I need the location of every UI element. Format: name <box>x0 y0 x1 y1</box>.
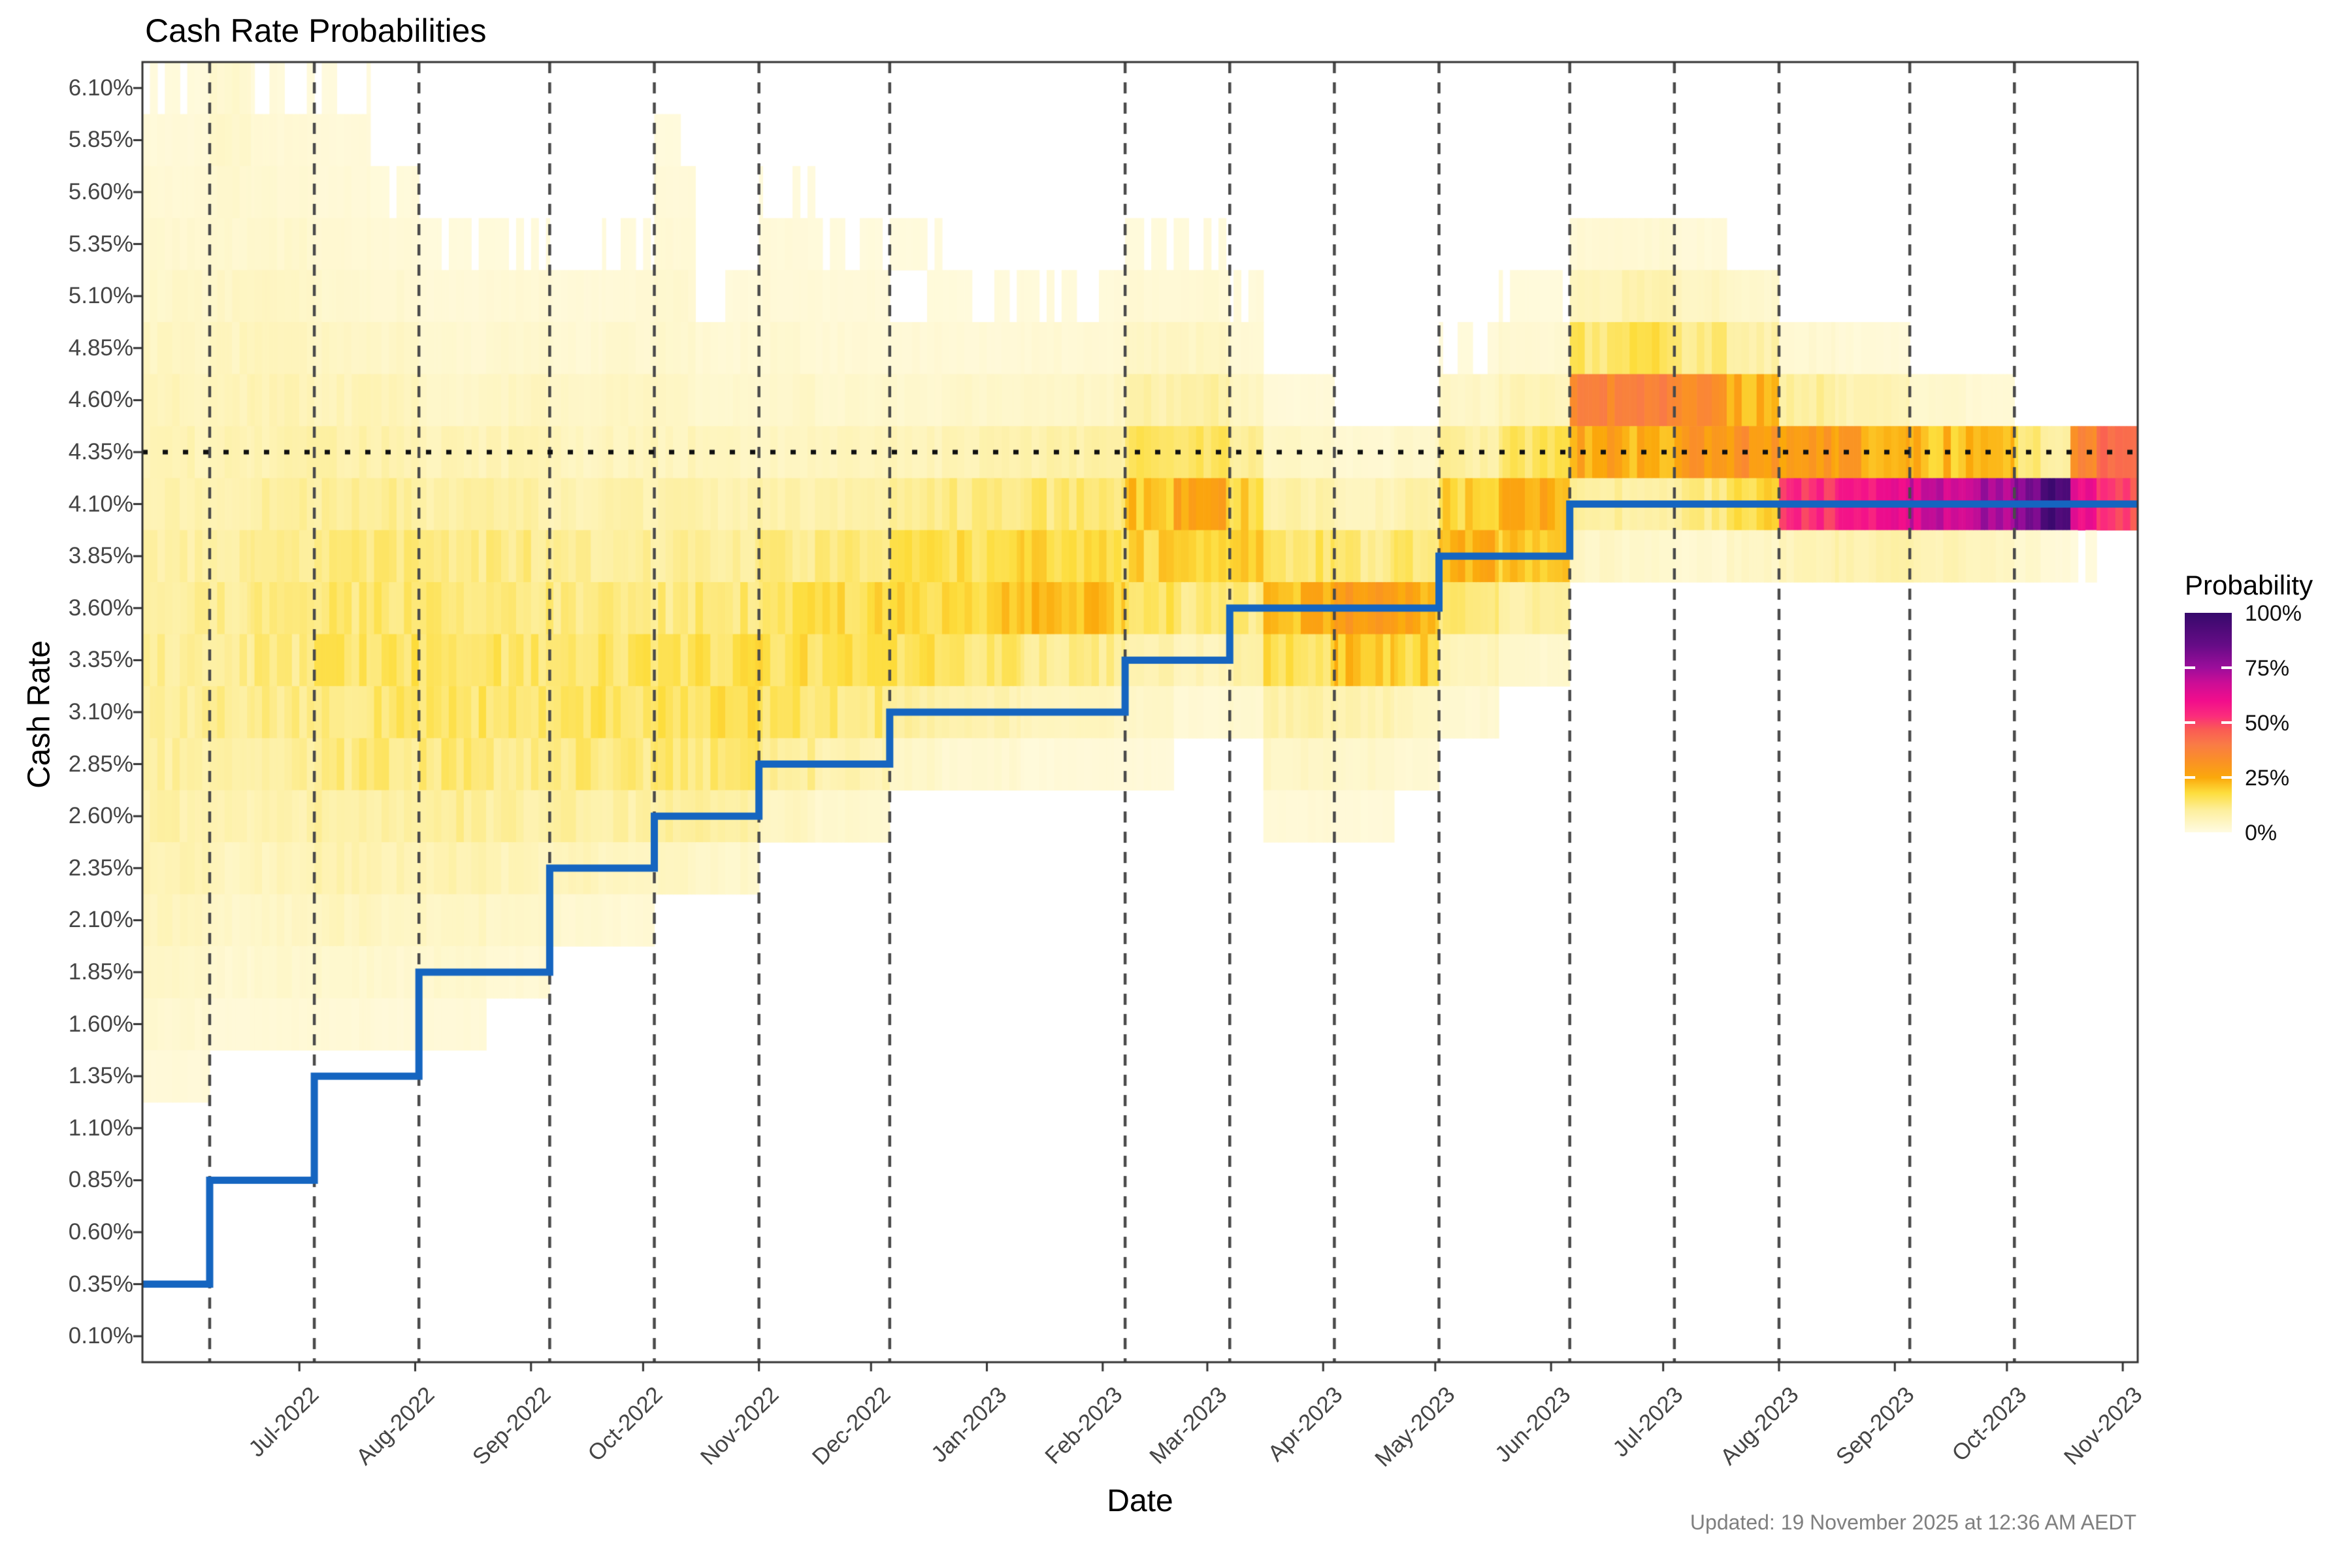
y-tick-label: 5.10% <box>68 283 133 309</box>
legend-tick-mark <box>2221 776 2232 779</box>
legend-tick-mark <box>2185 666 2195 669</box>
y-tick-label: 5.35% <box>68 231 133 257</box>
y-tick-label: 5.85% <box>68 127 133 153</box>
y-tick-label: 3.60% <box>68 595 133 621</box>
y-tick-label: 3.85% <box>68 543 133 569</box>
y-tick-label: 0.85% <box>68 1167 133 1193</box>
legend-tick-label: 75% <box>2245 656 2290 681</box>
legend-tick-mark <box>2185 776 2195 779</box>
y-tick-label: 2.10% <box>68 907 133 933</box>
y-tick-label: 4.35% <box>68 439 133 465</box>
y-tick-label: 4.10% <box>68 491 133 517</box>
y-tick-label: 2.35% <box>68 855 133 881</box>
y-tick-label: 1.85% <box>68 959 133 985</box>
y-tick-label: 0.35% <box>68 1271 133 1297</box>
y-tick-label: 1.10% <box>68 1115 133 1141</box>
y-tick-label: 2.60% <box>68 803 133 829</box>
y-tick-label: 3.10% <box>68 699 133 725</box>
y-tick-label: 4.60% <box>68 387 133 413</box>
legend-tick-label: 50% <box>2245 711 2290 736</box>
update-caption: Updated: 19 November 2025 at 12:36 AM AE… <box>1690 1511 2136 1534</box>
legend-title: Probability <box>2185 570 2313 600</box>
y-tick-label: 1.60% <box>68 1011 133 1037</box>
y-tick-label: 1.35% <box>68 1063 133 1089</box>
y-tick-label: 6.10% <box>68 74 133 101</box>
chart-title: Cash Rate Probabilities <box>145 12 487 49</box>
legend-tick-mark <box>2221 721 2232 724</box>
y-tick-label: 4.85% <box>68 335 133 361</box>
y-tick-label: 5.60% <box>68 179 133 204</box>
y-tick-label: 0.60% <box>68 1219 133 1245</box>
legend-tick-label: 0% <box>2245 821 2278 845</box>
legend-tick-mark <box>2221 666 2232 669</box>
y-tick-label: 2.85% <box>68 751 133 777</box>
legend-tick-label: 100% <box>2245 601 2302 626</box>
y-tick-label: 3.35% <box>68 647 133 673</box>
x-axis-title: Date <box>1107 1484 1173 1518</box>
legend-tick-label: 25% <box>2245 766 2290 791</box>
legend-tick-mark <box>2185 721 2195 724</box>
y-tick-label: 0.10% <box>68 1323 133 1349</box>
